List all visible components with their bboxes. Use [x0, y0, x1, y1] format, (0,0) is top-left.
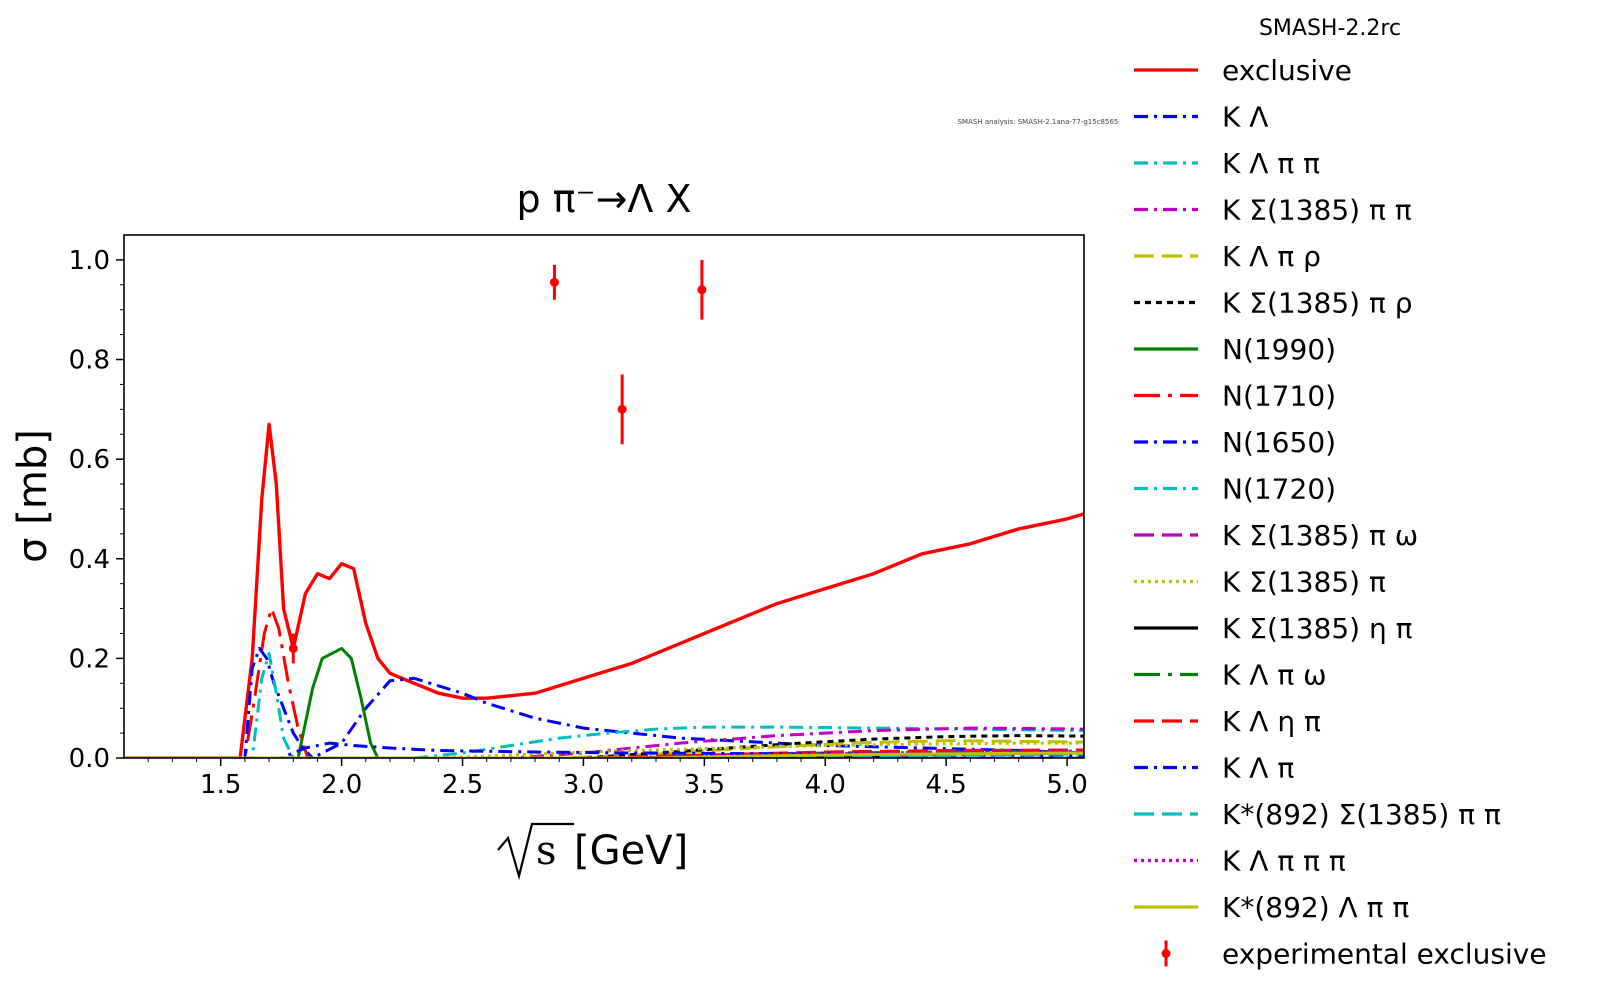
chart-title: p π⁻→Λ X [516, 177, 691, 221]
legend-item: K Λ π [1134, 752, 1294, 785]
experimental-point [697, 259, 707, 320]
y-tick-label: 0.8 [69, 346, 110, 376]
legend-item: N(1710) [1134, 380, 1336, 413]
legend-item: K Σ(1385) π ω [1134, 519, 1418, 552]
legend-label: K Λ [1222, 101, 1268, 134]
legend-label: N(1990) [1222, 333, 1336, 366]
data-point [288, 643, 298, 653]
legend-item: K Σ(1385) π π [1134, 194, 1412, 227]
x-axis-label: s [GeV] [497, 822, 688, 881]
series-layer [124, 422, 1084, 758]
legend-item: K Λ π π π [1134, 845, 1346, 878]
sqrt-symbol [497, 822, 574, 881]
x-tick-label: 4.0 [805, 770, 846, 800]
legend-label: N(1720) [1222, 473, 1336, 506]
legend-item: K Λ π ω [1134, 659, 1327, 692]
series-line-n-1710 [124, 607, 1084, 758]
legend-label: K Λ π π π [1222, 845, 1346, 878]
legend-label: K Λ η π [1222, 705, 1321, 738]
y-tick-label: 0.2 [69, 644, 110, 674]
series-line-k [124, 748, 1084, 758]
legend-label: experimental exclusive [1222, 938, 1547, 971]
legend-label: K Λ π ω [1222, 659, 1327, 692]
legend-label: K Σ(1385) π ρ [1222, 287, 1413, 320]
legend-item: N(1720) [1134, 473, 1336, 506]
legend-item: K Λ π ρ [1134, 240, 1321, 273]
legend-label: N(1710) [1222, 380, 1336, 413]
y-axis-label: σ [mb] [10, 429, 56, 563]
legend-label: N(1650) [1222, 426, 1336, 459]
plot-frame [123, 234, 1085, 759]
x-tick-label: 5.0 [1046, 770, 1087, 800]
x-tick-label: 4.5 [925, 770, 966, 800]
legend-item: K Λ π π [1134, 147, 1320, 180]
legend-label: K Σ(1385) η π [1222, 612, 1413, 645]
x-tick-label: 1.5 [200, 770, 241, 800]
y-axis: 0.0 0.2 0.4 0.6 0.8 1.0 [69, 246, 124, 774]
legend-item: K*(892) Λ π π [1134, 891, 1409, 924]
series-line-n-1990 [124, 646, 1084, 758]
analysis-label: SMASH analysis: SMASH-2.1ana-77-g15c8565 [958, 118, 1119, 126]
legend-item: experimental exclusive [1161, 938, 1547, 971]
legend-item: K Σ(1385) π ρ [1134, 287, 1413, 320]
experimental-point [549, 264, 559, 300]
legend-label: K Σ(1385) π π [1222, 194, 1412, 227]
series-line-k-1385 [124, 741, 1084, 758]
legend-item: K Λ η π [1134, 705, 1321, 738]
x-tick-label: 2.0 [321, 770, 362, 800]
series-line-k [124, 725, 1084, 758]
series-line-n-1720 [124, 651, 1084, 758]
x-axis-label-sqrt-arg: s [536, 828, 557, 874]
legend-item: N(1990) [1134, 333, 1336, 366]
legend-label: K Λ π ρ [1222, 240, 1321, 273]
experimental-point [617, 374, 627, 445]
series-line-exclusive [124, 422, 1084, 758]
legend-label: K*(892) Σ(1385) π π [1222, 798, 1501, 831]
data-point [549, 277, 559, 287]
y-tick-label: 1.0 [69, 246, 110, 276]
legend-item: K Σ(1385) η π [1134, 612, 1413, 645]
y-tick-label: 0.4 [69, 545, 110, 575]
experimental-point [288, 633, 298, 664]
y-tick-label: 0.0 [69, 744, 110, 774]
data-point [617, 404, 627, 414]
legend-item: K Σ(1385) π [1134, 566, 1386, 599]
y-tick-label: 0.6 [69, 445, 110, 475]
x-tick-label: 2.5 [442, 770, 483, 800]
legend-label: K Λ π [1222, 752, 1294, 785]
legend: exclusive K Λ K Λ π π K Σ(1385) π π K Λ π ρ K… [1134, 54, 1547, 971]
x-tick-label: 3.5 [684, 770, 725, 800]
series-line-k [124, 676, 1084, 758]
x-axis-label-unit: [GeV] [574, 828, 688, 874]
x-tick-label: 3.0 [563, 770, 604, 800]
legend-label: exclusive [1222, 54, 1352, 87]
version-label: SMASH-2.2rc [1259, 16, 1401, 41]
legend-label: K*(892) Λ π π [1222, 891, 1409, 924]
plot-area [123, 234, 1085, 759]
x-axis: 1.5 2.0 2.5 3.0 3.5 4.0 4.5 5.0 [147, 758, 1088, 800]
legend-item: K*(892) Σ(1385) π π [1134, 798, 1501, 831]
legend-marker [1161, 949, 1171, 958]
legend-label: K Σ(1385) π [1222, 566, 1386, 599]
series-line-k-1385 [124, 734, 1084, 758]
legend-item: K Λ [1134, 101, 1268, 134]
data-point [697, 285, 707, 295]
legend-item: exclusive [1134, 54, 1352, 87]
legend-label: K Λ π π [1222, 147, 1320, 180]
legend-item: N(1650) [1134, 426, 1336, 459]
series-line-k-892 [124, 751, 1084, 758]
legend-label: K Σ(1385) π ω [1222, 519, 1418, 552]
experimental-layer [288, 259, 707, 664]
